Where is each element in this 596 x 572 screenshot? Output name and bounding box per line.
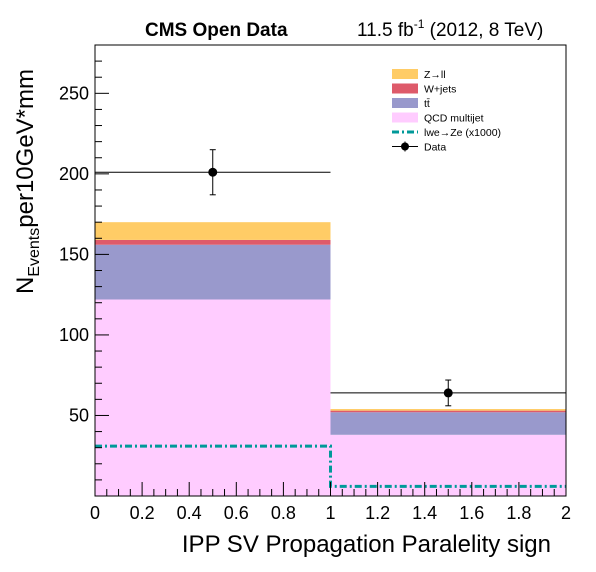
data-points <box>95 149 566 407</box>
lumi-suffix: (2012, 8 TeV) <box>424 20 543 41</box>
y-axis-title-main: N <box>12 277 39 294</box>
legend-label-1: W+jets <box>424 84 456 96</box>
x-tick-label-4: 0.8 <box>271 503 296 523</box>
x-tick-label-1: 0.2 <box>130 503 155 523</box>
y-tick-label-2: 150 <box>59 244 89 264</box>
lumi-label: 11.5 fb-1 (2012, 8 TeV) <box>357 17 543 41</box>
x-tick-label-3: 0.6 <box>224 503 249 523</box>
legend-label-2: tt̄ <box>424 98 430 110</box>
legend-swatch-1 <box>392 83 418 94</box>
y-tick-label-0: 50 <box>69 405 89 425</box>
y-axis: 50 100 150 200 250 <box>59 60 109 481</box>
legend-swatch-0 <box>392 69 418 79</box>
experiment-label: CMS Open Data <box>145 20 288 41</box>
legend-swatch-3 <box>392 112 418 123</box>
x-tick-label-0: 0 <box>90 503 100 523</box>
y-axis-title: NEventsper10GeV*mm <box>12 69 43 294</box>
signal-line <box>95 444 566 488</box>
x-tick-label-10: 2 <box>561 503 571 523</box>
bar-3-bin-0 <box>95 222 331 240</box>
legend-swatch-2 <box>392 98 418 108</box>
lumi-prefix: 11.5 fb <box>357 20 414 41</box>
bar-0-bin-0 <box>95 299 331 496</box>
x-tick-label-8: 1.6 <box>459 503 484 523</box>
y-tick-label-1: 100 <box>59 325 89 345</box>
x-tick-label-2: 0.4 <box>177 503 202 523</box>
bar-2-bin-0 <box>95 239 331 245</box>
x-axis-title: IPP SV Propagation Paralelity sign <box>182 531 551 558</box>
x-tick-label-9: 1.8 <box>506 503 531 523</box>
x-tick-label-6: 1.2 <box>365 503 390 523</box>
y-axis-title-rest: per10GeV*mm <box>12 69 39 228</box>
bar-2-bin-1 <box>330 410 566 413</box>
legend-label-0: Z→ll <box>424 69 446 81</box>
y-tick-label-4: 250 <box>59 83 89 103</box>
x-tick-label-7: 1.4 <box>412 503 437 523</box>
lumi-exponent: -1 <box>414 17 425 31</box>
bar-1-bin-1 <box>330 412 566 435</box>
stack-bars <box>95 222 566 496</box>
bar-3-bin-1 <box>330 409 566 411</box>
legend-label-5: Data <box>424 142 446 154</box>
legend-label-3: QCD multijet <box>424 113 484 125</box>
legend-label-4: lwe→Ze (x1000) <box>424 127 501 139</box>
data-point-1 <box>443 388 453 398</box>
x-tick-label-5: 1 <box>325 503 335 523</box>
signal-step <box>95 444 566 488</box>
legend-swatch-5 <box>401 142 409 151</box>
x-axis: 0 0.2 0.4 0.6 0.8 1 1.2 1.4 1.6 1.8 2 <box>90 482 571 523</box>
y-tick-label-3: 200 <box>59 164 89 184</box>
data-point-0 <box>208 167 218 177</box>
bar-1-bin-0 <box>95 244 331 300</box>
y-axis-title-sub: Events <box>26 228 43 277</box>
legend: Z→ll W+jets tt̄ QCD multijet lwe→Ze (x1000) D… <box>392 69 501 154</box>
